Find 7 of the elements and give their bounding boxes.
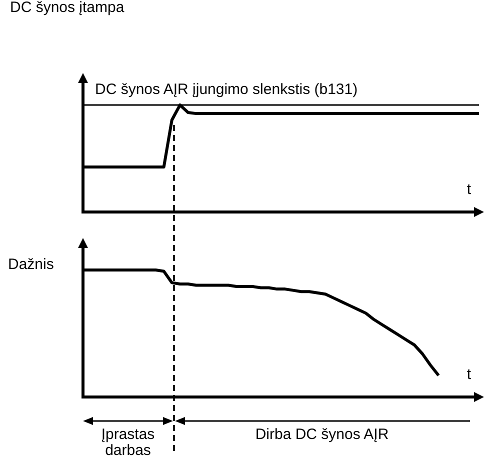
x-axis-title: t xyxy=(466,366,472,383)
y-axis-title: DC šynos įtampa xyxy=(10,0,125,16)
y-axis-title: Dažnis xyxy=(8,256,54,273)
text: Įprastas darbas xyxy=(101,426,155,459)
text: Dirba DC šynos AĮR xyxy=(255,426,389,443)
x-axis-title: t xyxy=(466,181,472,198)
legend-label: DC šynos AĮR įjungimo slenkstis (b131) xyxy=(95,81,358,98)
